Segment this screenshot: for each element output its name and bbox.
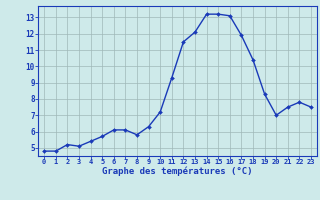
X-axis label: Graphe des températures (°C): Graphe des températures (°C) [102,167,253,176]
